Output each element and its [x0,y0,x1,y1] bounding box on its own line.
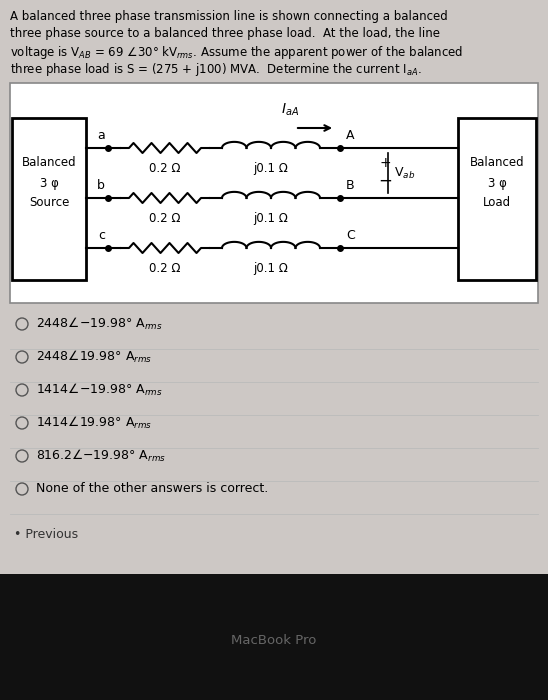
Text: 3 φ: 3 φ [39,176,59,190]
Text: j0.1 Ω: j0.1 Ω [254,162,288,175]
Text: 2448$\angle$$-$19.98° A$_{rms}$: 2448$\angle$$-$19.98° A$_{rms}$ [36,316,163,332]
Text: $I_{aA}$: $I_{aA}$ [281,102,299,118]
Text: three phase load is S = (275 + j100) MVA.  Determine the current I$_{aA}$.: three phase load is S = (275 + j100) MVA… [10,61,421,78]
Text: 816.2$\angle$$-$19.98° A$_{rms}$: 816.2$\angle$$-$19.98° A$_{rms}$ [36,448,166,464]
Circle shape [16,351,28,363]
Text: V$_{ab}$: V$_{ab}$ [394,165,415,181]
Text: MacBook Pro: MacBook Pro [231,634,317,647]
Bar [458,118,536,280]
Text: −: − [378,172,392,190]
Text: C: C [346,229,355,242]
Text: Balanced: Balanced [470,157,524,169]
Text: voltage is V$_{AB}$ = 69 $\angle$30° kV$_{rms}$. Assume the apparent power of th: voltage is V$_{AB}$ = 69 $\angle$30° kV$… [10,44,463,61]
Text: b: b [97,179,105,192]
Text: 0.2 Ω: 0.2 Ω [149,212,181,225]
Text: B: B [346,179,355,192]
Text: 1414$\angle$$-$19.98° A$_{rms}$: 1414$\angle$$-$19.98° A$_{rms}$ [36,382,163,398]
Text: 0.2 Ω: 0.2 Ω [149,262,181,275]
Text: None of the other answers is correct.: None of the other answers is correct. [36,482,269,496]
Text: three phase source to a balanced three phase load.  At the load, the line: three phase source to a balanced three p… [10,27,440,40]
Circle shape [16,450,28,462]
Text: Source: Source [29,197,69,209]
Bar [12,118,86,280]
Text: 2448$\angle$19.98° A$_{rms}$: 2448$\angle$19.98° A$_{rms}$ [36,349,152,365]
Text: 0.2 Ω: 0.2 Ω [149,162,181,175]
Circle shape [16,417,28,429]
Text: 3 φ: 3 φ [488,176,506,190]
Text: 1414$\angle$19.98° A$_{rms}$: 1414$\angle$19.98° A$_{rms}$ [36,415,152,431]
Text: j0.1 Ω: j0.1 Ω [254,262,288,275]
Circle shape [16,483,28,495]
Bar [10,83,538,303]
Circle shape [16,384,28,396]
Text: Balanced: Balanced [22,157,76,169]
Text: A balanced three phase transmission line is shown connecting a balanced: A balanced three phase transmission line… [10,10,448,23]
Text: +: + [379,156,391,170]
Text: A: A [346,129,355,142]
Text: Load: Load [483,197,511,209]
Circle shape [16,318,28,330]
Text: c: c [98,229,105,242]
Text: a: a [97,129,105,142]
Text: j0.1 Ω: j0.1 Ω [254,212,288,225]
Text: • Previous: • Previous [14,528,78,541]
Bar [0,574,548,700]
